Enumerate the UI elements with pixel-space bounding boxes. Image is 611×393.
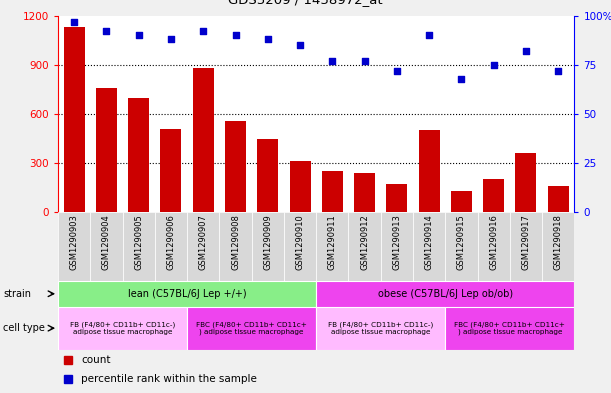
- Point: [69, 18, 79, 25]
- Bar: [386, 184, 408, 212]
- Bar: [316, 307, 445, 350]
- Text: GSM1290909: GSM1290909: [263, 214, 273, 270]
- Bar: [354, 173, 375, 212]
- Text: GSM1290916: GSM1290916: [489, 214, 498, 270]
- Bar: [451, 191, 472, 212]
- Point: [263, 36, 273, 42]
- Bar: [128, 97, 149, 212]
- Bar: [316, 212, 348, 281]
- Bar: [542, 212, 574, 281]
- Text: GSM1290918: GSM1290918: [554, 214, 563, 270]
- Text: GSM1290903: GSM1290903: [70, 214, 79, 270]
- Bar: [322, 171, 343, 212]
- Text: GSM1290914: GSM1290914: [425, 214, 434, 270]
- Point: [295, 42, 305, 48]
- Text: GSM1290908: GSM1290908: [231, 214, 240, 270]
- Text: GDS5209 / 1458972_at: GDS5209 / 1458972_at: [228, 0, 383, 6]
- Bar: [64, 27, 85, 212]
- Bar: [547, 186, 569, 212]
- Text: GSM1290907: GSM1290907: [199, 214, 208, 270]
- Text: FBC (F4/80+ CD11b+ CD11c+
) adipose tissue macrophage: FBC (F4/80+ CD11b+ CD11c+ ) adipose tiss…: [455, 321, 565, 335]
- Bar: [290, 162, 310, 212]
- Bar: [381, 212, 413, 281]
- Bar: [219, 212, 252, 281]
- Point: [101, 28, 111, 35]
- Bar: [483, 180, 504, 212]
- Bar: [155, 212, 187, 281]
- Bar: [413, 212, 445, 281]
- Text: FBC (F4/80+ CD11b+ CD11c+
) adipose tissue macrophage: FBC (F4/80+ CD11b+ CD11c+ ) adipose tiss…: [196, 321, 307, 335]
- Point: [521, 48, 531, 54]
- Bar: [478, 212, 510, 281]
- Point: [230, 32, 240, 39]
- Bar: [252, 212, 284, 281]
- Text: percentile rank within the sample: percentile rank within the sample: [81, 374, 257, 384]
- Text: GSM1290911: GSM1290911: [328, 214, 337, 270]
- Point: [392, 68, 402, 74]
- Text: GSM1290904: GSM1290904: [102, 214, 111, 270]
- Point: [424, 32, 434, 39]
- Bar: [348, 212, 381, 281]
- Point: [489, 62, 499, 68]
- Text: GSM1290906: GSM1290906: [166, 214, 175, 270]
- Point: [360, 58, 370, 64]
- Text: cell type: cell type: [3, 323, 45, 333]
- Bar: [58, 212, 90, 281]
- Bar: [510, 212, 542, 281]
- Bar: [516, 153, 536, 212]
- Text: GSM1290912: GSM1290912: [360, 214, 369, 270]
- Text: GSM1290910: GSM1290910: [296, 214, 304, 270]
- Point: [456, 75, 466, 82]
- Bar: [161, 129, 181, 212]
- Text: GSM1290915: GSM1290915: [457, 214, 466, 270]
- Bar: [192, 68, 214, 212]
- Point: [327, 58, 337, 64]
- Bar: [187, 212, 219, 281]
- Bar: [96, 88, 117, 212]
- Text: count: count: [81, 354, 111, 365]
- Bar: [225, 121, 246, 212]
- Text: obese (C57BL/6J Lep ob/ob): obese (C57BL/6J Lep ob/ob): [378, 289, 513, 299]
- Text: strain: strain: [3, 289, 31, 299]
- Text: lean (C57BL/6J Lep +/+): lean (C57BL/6J Lep +/+): [128, 289, 246, 299]
- Bar: [58, 281, 316, 307]
- Point: [554, 68, 563, 74]
- Bar: [284, 212, 316, 281]
- Bar: [257, 139, 278, 212]
- Text: FB (F4/80+ CD11b+ CD11c-)
adipose tissue macrophage: FB (F4/80+ CD11b+ CD11c-) adipose tissue…: [70, 321, 175, 335]
- Bar: [419, 130, 440, 212]
- Text: GSM1290917: GSM1290917: [521, 214, 530, 270]
- Point: [166, 36, 176, 42]
- Text: GSM1290913: GSM1290913: [392, 214, 401, 270]
- Bar: [123, 212, 155, 281]
- Bar: [445, 212, 478, 281]
- Text: FB (F4/80+ CD11b+ CD11c-)
adipose tissue macrophage: FB (F4/80+ CD11b+ CD11c-) adipose tissue…: [328, 321, 433, 335]
- Bar: [445, 307, 574, 350]
- Bar: [187, 307, 316, 350]
- Bar: [90, 212, 123, 281]
- Text: GSM1290905: GSM1290905: [134, 214, 143, 270]
- Point: [199, 28, 208, 35]
- Point: [134, 32, 144, 39]
- Bar: [316, 281, 574, 307]
- Bar: [58, 307, 187, 350]
